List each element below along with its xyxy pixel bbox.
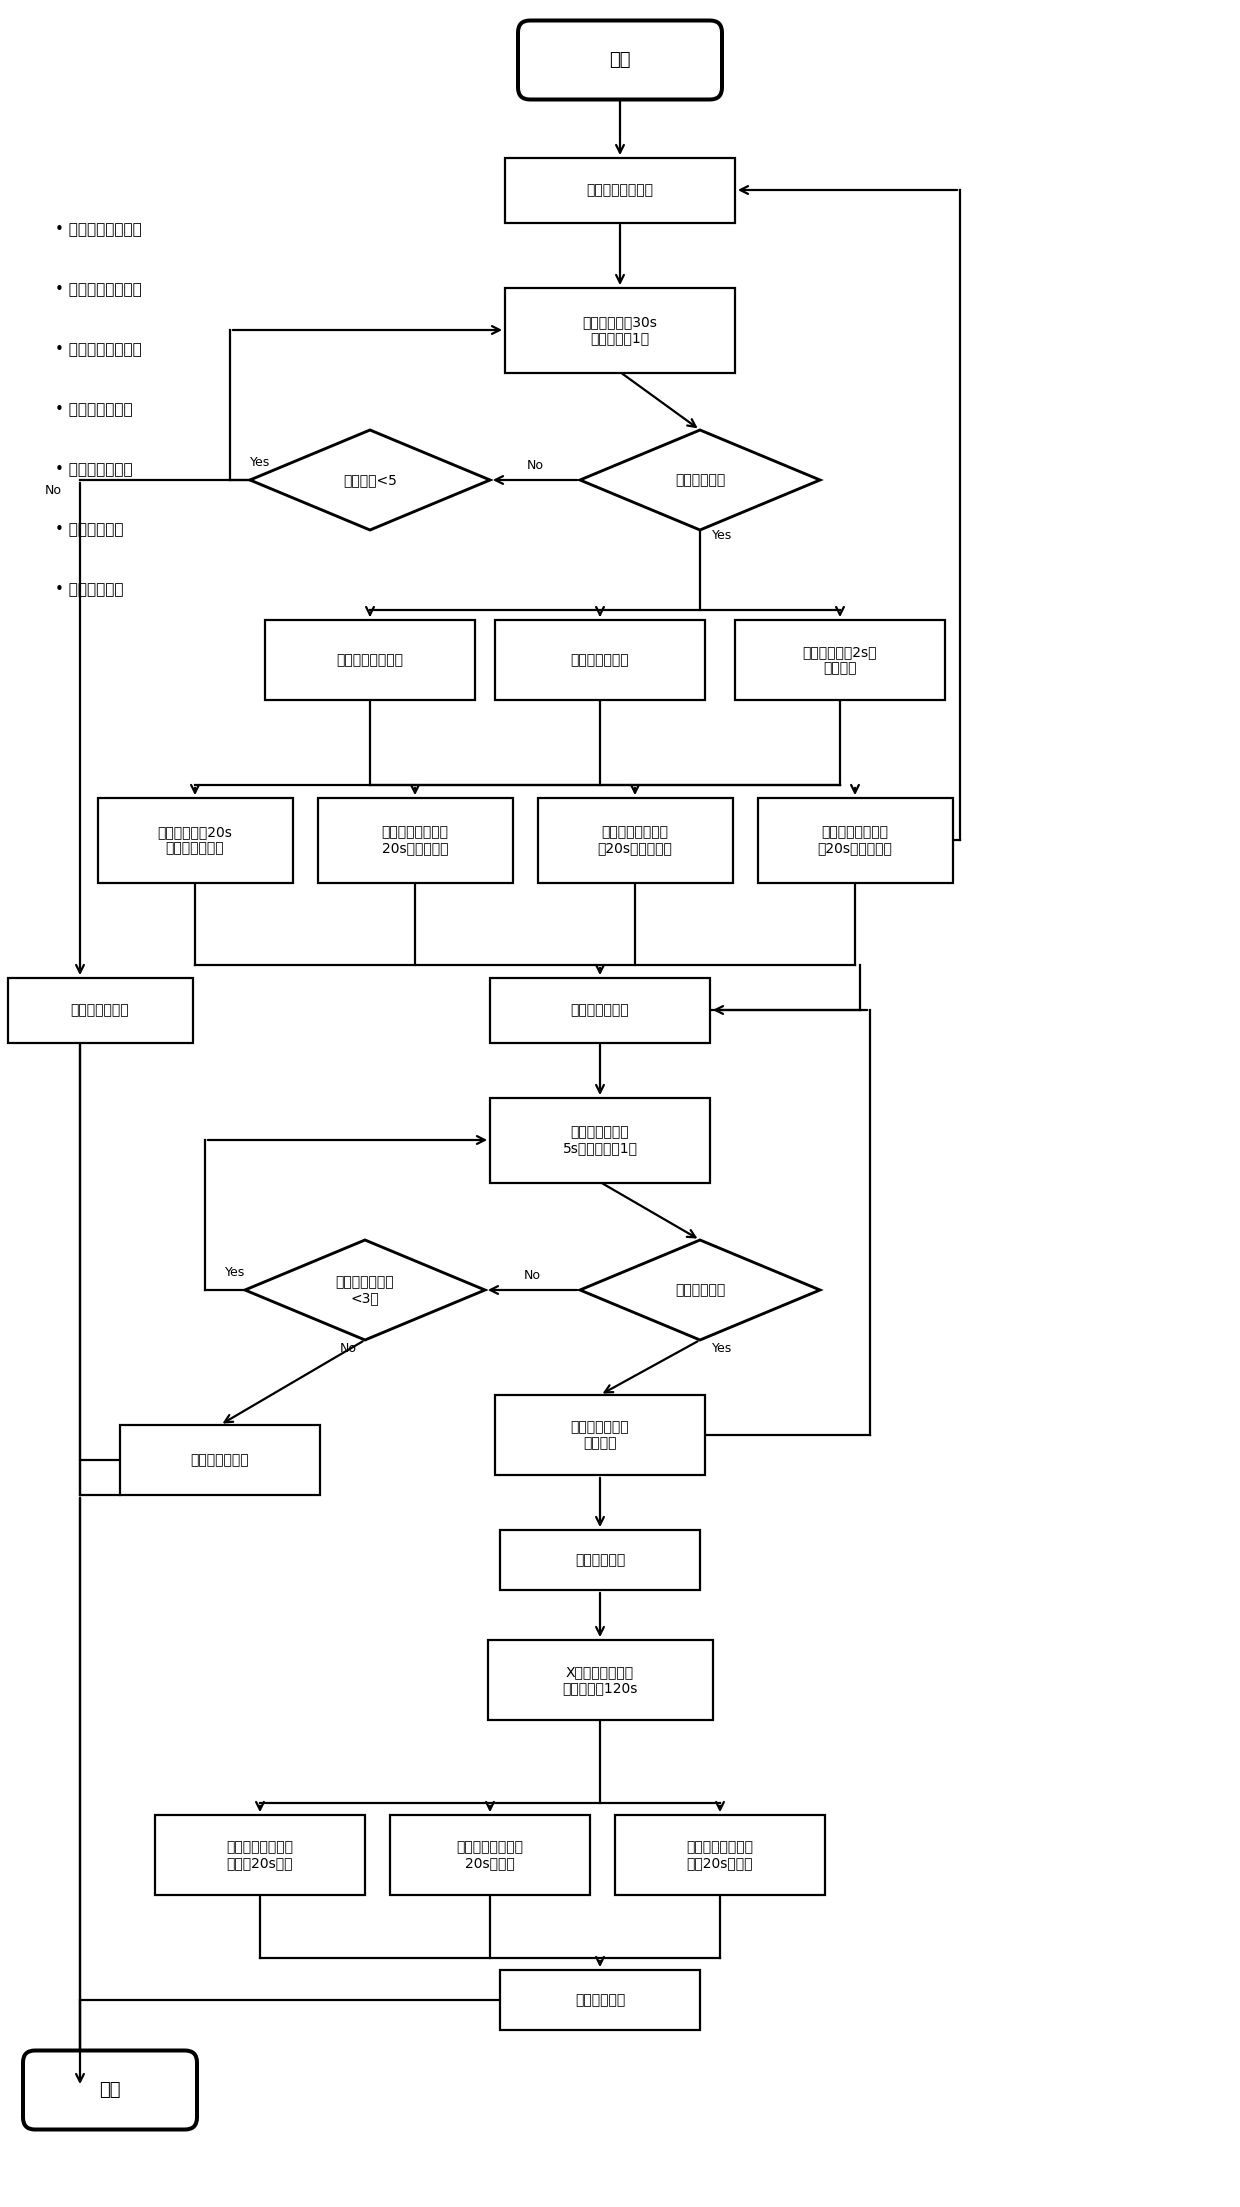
Text: 取样电机稍停2s后
反转清料: 取样电机稍停2s后 反转清料: [802, 644, 877, 675]
Text: 料满信号触发: 料满信号触发: [675, 472, 725, 488]
Text: No: No: [340, 1342, 357, 1355]
FancyBboxPatch shape: [24, 2050, 197, 2130]
Text: 上伸缩闸板打开: 上伸缩闸板打开: [570, 1002, 630, 1017]
FancyBboxPatch shape: [490, 1097, 711, 1183]
FancyBboxPatch shape: [505, 287, 735, 373]
Text: 下通气阀打开: 下通气阀打开: [575, 1993, 625, 2006]
FancyBboxPatch shape: [495, 620, 706, 700]
Text: 上通气阀关闭20s
后自动恢复打开: 上通气阀关闭20s 后自动恢复打开: [157, 825, 232, 854]
Text: 取样电机正转30s
取样，并记1次: 取样电机正转30s 取样，并记1次: [583, 316, 657, 344]
Text: 清样电气力输送器
打开20s后停止: 清样电气力输送器 打开20s后停止: [687, 1841, 754, 1869]
FancyBboxPatch shape: [758, 797, 952, 883]
Text: 开始: 开始: [609, 51, 631, 68]
Text: • 清样电动球阀常闭: • 清样电动球阀常闭: [55, 342, 141, 358]
Text: 提示：料未取满: 提示：料未取满: [71, 1002, 129, 1017]
Text: Yes: Yes: [250, 455, 270, 468]
Polygon shape: [246, 1240, 485, 1340]
FancyBboxPatch shape: [490, 978, 711, 1042]
FancyBboxPatch shape: [155, 1814, 365, 1896]
Text: • 上伸缩闸板常开: • 上伸缩闸板常开: [55, 402, 133, 417]
Polygon shape: [580, 1240, 820, 1340]
Text: 结束: 结束: [99, 2081, 120, 2099]
FancyBboxPatch shape: [391, 1814, 590, 1896]
Text: 接料电动球阀打开: 接料电动球阀打开: [587, 183, 653, 196]
Text: 余料电动球阀开启
20s后自动关闭: 余料电动球阀开启 20s后自动关闭: [382, 825, 449, 854]
FancyBboxPatch shape: [735, 620, 945, 700]
Text: 下通气阀关闭: 下通气阀关闭: [575, 1554, 625, 1567]
Text: 下伸缩闸板打开
5s后关闭并记1次: 下伸缩闸板打开 5s后关闭并记1次: [563, 1126, 637, 1154]
Text: • 余料电动球阀常闭: • 余料电动球阀常闭: [55, 282, 141, 298]
FancyBboxPatch shape: [615, 1814, 825, 1896]
Polygon shape: [580, 430, 820, 530]
FancyBboxPatch shape: [537, 797, 733, 883]
Polygon shape: [250, 430, 490, 530]
FancyBboxPatch shape: [317, 797, 512, 883]
FancyBboxPatch shape: [120, 1426, 320, 1494]
FancyBboxPatch shape: [265, 620, 475, 700]
Text: 接料电动球阀关闭: 接料电动球阀关闭: [336, 653, 403, 667]
Text: 气嘴吹扫电磁阀开
启20s后自动停止: 气嘴吹扫电磁阀开 启20s后自动停止: [817, 825, 893, 854]
Text: No: No: [45, 483, 62, 497]
Text: 上伸缩闸板关闭: 上伸缩闸板关闭: [570, 653, 630, 667]
Text: • 下通气阀常开: • 下通气阀常开: [55, 583, 124, 598]
FancyBboxPatch shape: [500, 1971, 701, 2030]
Text: Yes: Yes: [712, 1342, 733, 1355]
Text: 余料气力输送器开
启20s后自动停止: 余料气力输送器开 启20s后自动停止: [598, 825, 672, 854]
Text: 下伸缩闸板打开
<3次: 下伸缩闸板打开 <3次: [336, 1276, 394, 1304]
Text: 下伸缩闸板恢复
常闭状态: 下伸缩闸板恢复 常闭状态: [570, 1419, 630, 1450]
Text: 取样次数<5: 取样次数<5: [343, 472, 397, 488]
Text: 杯底气嘴吹扫电磁
阀开启20s停止: 杯底气嘴吹扫电磁 阀开启20s停止: [227, 1841, 294, 1869]
Text: • 上通气阀常开: • 上通气阀常开: [55, 523, 124, 539]
Text: X荧光机构对料杯
中样品测量120s: X荧光机构对料杯 中样品测量120s: [562, 1664, 637, 1695]
Text: • 接料电动球阀常闭: • 接料电动球阀常闭: [55, 223, 141, 238]
Text: Yes: Yes: [712, 527, 733, 541]
FancyBboxPatch shape: [487, 1640, 713, 1719]
Text: • 下伸缩闸板常闭: • 下伸缩闸板常闭: [55, 463, 133, 477]
FancyBboxPatch shape: [505, 157, 735, 223]
Text: No: No: [523, 1269, 541, 1282]
Text: No: No: [527, 459, 543, 472]
FancyBboxPatch shape: [98, 797, 293, 883]
Text: 提示：料管异常: 提示：料管异常: [191, 1452, 249, 1468]
FancyBboxPatch shape: [500, 1529, 701, 1589]
Text: 清样电动球阀开启
20s后关闭: 清样电动球阀开启 20s后关闭: [456, 1841, 523, 1869]
FancyBboxPatch shape: [7, 978, 192, 1042]
FancyBboxPatch shape: [495, 1395, 706, 1474]
Text: Yes: Yes: [224, 1265, 246, 1278]
Text: 料空信号触发: 料空信号触发: [675, 1282, 725, 1298]
FancyBboxPatch shape: [518, 20, 722, 99]
